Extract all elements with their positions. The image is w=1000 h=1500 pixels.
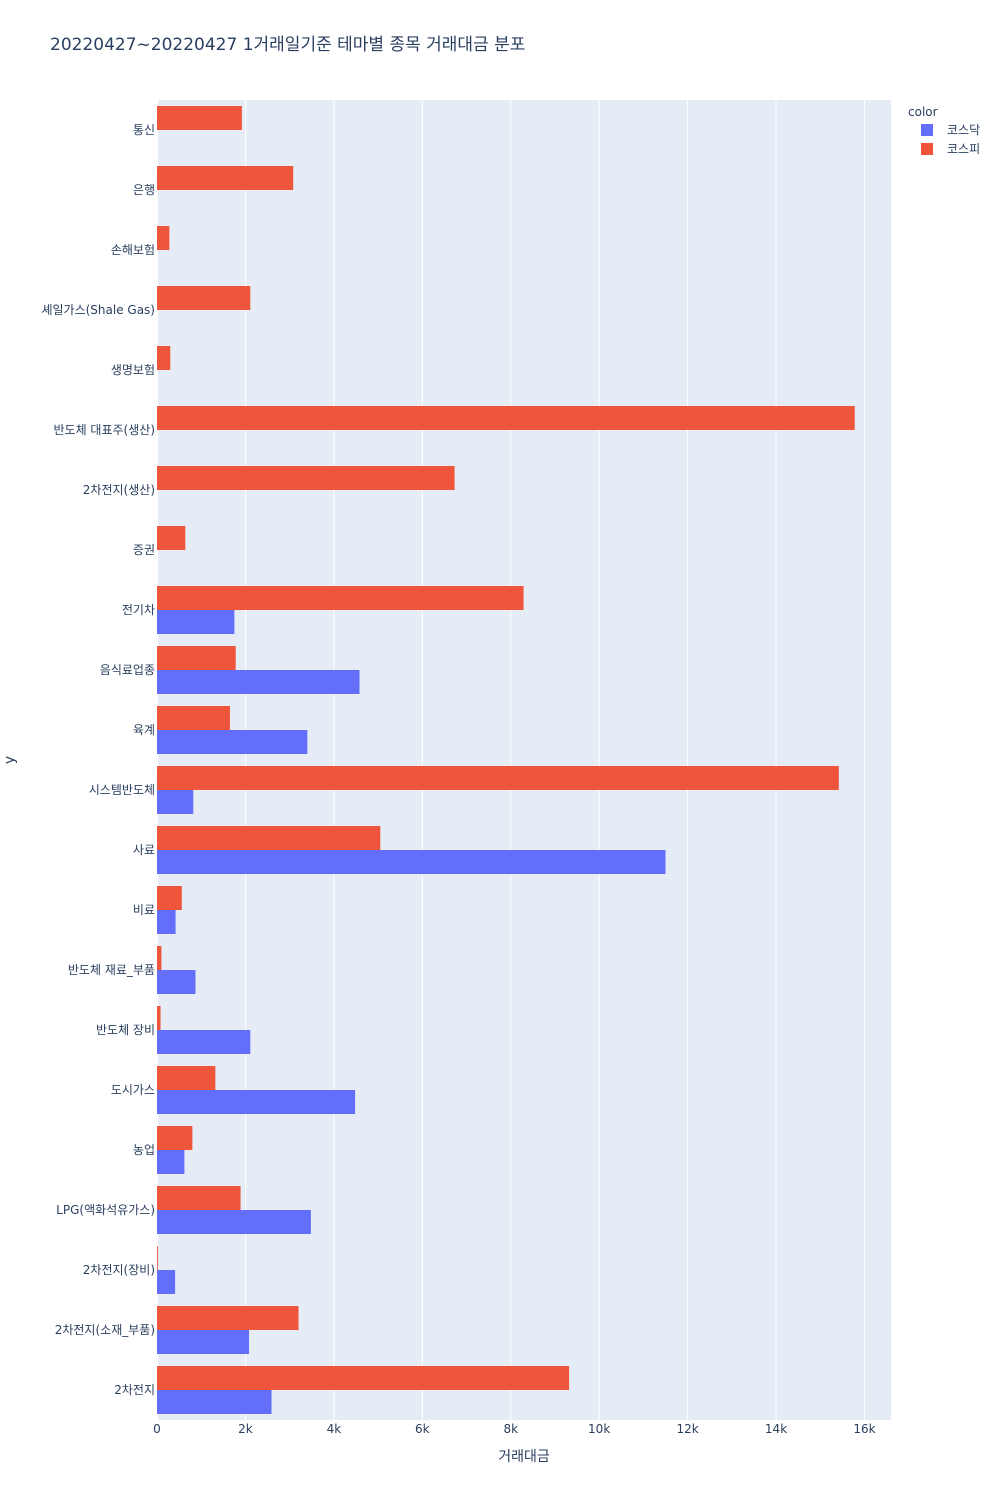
x-tick-label: 4k	[327, 1422, 342, 1436]
bar-kosdaq[interactable]	[157, 1090, 356, 1114]
legend-title: color	[908, 105, 938, 119]
x-axis-title: 거래대금	[498, 1449, 550, 1465]
bar-kospi[interactable]	[157, 406, 855, 430]
bar-kosdaq[interactable]	[157, 790, 194, 814]
bar-kospi[interactable]	[157, 706, 230, 730]
x-tick-label: 2k	[238, 1422, 253, 1436]
x-tick-label: 14k	[765, 1422, 787, 1436]
y-tick-label: 시스템반도체	[89, 783, 155, 797]
y-tick-label: 비료	[133, 903, 155, 917]
x-tick-label: 6k	[415, 1422, 430, 1436]
bar-kosdaq[interactable]	[157, 1210, 311, 1234]
bar-kosdaq[interactable]	[157, 850, 666, 874]
bar-kospi[interactable]	[157, 1186, 241, 1210]
y-tick-label: 농업	[133, 1143, 155, 1157]
y-tick-label: 증권	[133, 543, 155, 557]
x-tick-label: 12k	[676, 1422, 698, 1436]
bar-kospi[interactable]	[157, 526, 186, 550]
bar-kospi[interactable]	[157, 346, 171, 370]
y-tick-label: 반도체 장비	[96, 1023, 155, 1037]
y-tick-label: 2차전지(소재_부품)	[55, 1323, 155, 1337]
bar-kosdaq[interactable]	[157, 610, 235, 634]
y-tick-label: 음식료업종	[100, 663, 155, 677]
legend-label[interactable]: 코스피	[947, 142, 980, 156]
bar-kosdaq[interactable]	[157, 670, 360, 694]
legend-label[interactable]: 코스닥	[947, 123, 980, 137]
bar-kosdaq[interactable]	[157, 910, 176, 934]
bar-kosdaq[interactable]	[157, 970, 196, 994]
bar-kospi[interactable]	[157, 586, 524, 610]
x-tick-label: 10k	[588, 1422, 610, 1436]
bar-kospi[interactable]	[157, 1306, 299, 1330]
bar-kospi[interactable]	[157, 946, 162, 970]
bar-kospi[interactable]	[157, 766, 839, 790]
plot-area	[157, 100, 891, 1420]
x-tick-label: 16k	[853, 1422, 875, 1436]
chart-title: 20220427~20220427 1거래일기준 테마별 종목 거래대금 분포	[50, 35, 525, 55]
y-tick-label: 사료	[133, 843, 155, 857]
y-tick-label: 2차전지	[114, 1383, 155, 1397]
series-kosdaq[interactable]	[157, 610, 666, 1414]
bar-kospi[interactable]	[157, 466, 455, 490]
bar-kosdaq[interactable]	[157, 1030, 251, 1054]
bar-kospi[interactable]	[157, 1006, 161, 1030]
series-kospi[interactable]	[157, 106, 855, 1390]
x-tick-label: 8k	[503, 1422, 518, 1436]
y-tick-label: 2차전지(생산)	[83, 483, 155, 497]
bar-kospi[interactable]	[157, 826, 381, 850]
bar-kospi[interactable]	[157, 166, 294, 190]
y-tick-label: 손해보험	[111, 243, 155, 257]
bar-kospi[interactable]	[157, 886, 182, 910]
y-tick-label: 통신	[133, 123, 155, 137]
bar-kosdaq[interactable]	[157, 730, 308, 754]
bar-kospi[interactable]	[157, 226, 170, 250]
bar-kospi[interactable]	[157, 286, 251, 310]
bar-kospi[interactable]	[157, 1246, 158, 1270]
y-tick-label: 전기차	[122, 603, 155, 617]
y-tick-label: 셰일가스(Shale Gas)	[41, 303, 155, 317]
x-axis-ticks: 0 2k 4k 6k 8k 10k 12k 14k 16k	[153, 1422, 875, 1436]
bar-kospi[interactable]	[157, 106, 242, 130]
bar-kosdaq[interactable]	[157, 1270, 176, 1294]
bar-kospi[interactable]	[157, 1066, 216, 1090]
bar-kosdaq[interactable]	[157, 1390, 272, 1414]
y-axis-title: y	[2, 756, 18, 764]
legend-swatch[interactable]	[921, 143, 933, 155]
bar-kospi[interactable]	[157, 1366, 570, 1390]
bar-kosdaq[interactable]	[157, 1150, 185, 1174]
y-tick-label: 은행	[133, 182, 155, 197]
y-tick-label: 반도체 대표주(생산)	[54, 423, 156, 437]
bar-kospi[interactable]	[157, 1126, 193, 1150]
y-tick-label: 육계	[133, 723, 155, 737]
bar-kosdaq[interactable]	[157, 1330, 249, 1354]
bar-kospi[interactable]	[157, 646, 236, 670]
y-tick-label: LPG(액화석유가스)	[56, 1203, 155, 1217]
y-tick-label: 2차전지(장비)	[83, 1263, 155, 1277]
legend-swatch[interactable]	[921, 124, 933, 136]
y-tick-label: 도시가스	[111, 1083, 155, 1097]
x-tick-label: 0	[153, 1422, 161, 1436]
y-tick-label: 반도체 재료_부품	[68, 963, 155, 977]
y-tick-label: 생명보험	[111, 363, 155, 377]
